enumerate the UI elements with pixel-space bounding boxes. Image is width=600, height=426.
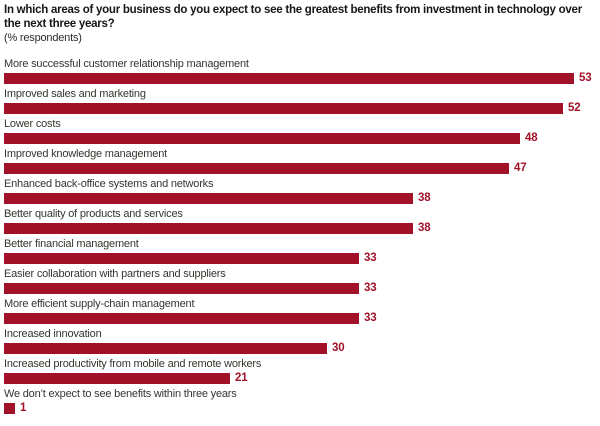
- bar-row: Increased innovation 30: [4, 328, 596, 358]
- bar-value: 30: [332, 342, 345, 354]
- bar-row: Easier collaboration with partners and s…: [4, 268, 596, 298]
- bar-line: 48: [4, 132, 596, 144]
- bar-row: Improved knowledge management 47: [4, 148, 596, 178]
- bar-value: 52: [568, 102, 581, 114]
- bar-value: 47: [514, 162, 527, 174]
- bar: [4, 373, 230, 384]
- category-label: Easier collaboration with partners and s…: [4, 268, 226, 280]
- category-label: Better financial management: [4, 238, 139, 250]
- bar-value: 21: [235, 372, 248, 384]
- bar: [4, 283, 359, 294]
- bar: [4, 163, 509, 174]
- bar-row: Better quality of products and services 3…: [4, 208, 596, 238]
- bar-value: 33: [364, 282, 377, 294]
- bar-value: 38: [418, 192, 431, 204]
- bar-line: 33: [4, 312, 596, 324]
- category-label: More successful customer relationship ma…: [4, 58, 249, 70]
- bar: [4, 313, 359, 324]
- bar-line: 38: [4, 222, 596, 234]
- bar-line: 47: [4, 162, 596, 174]
- bar-row: Increased productivity from mobile and r…: [4, 358, 596, 388]
- bar: [4, 343, 327, 354]
- bar-row: Better financial management 33: [4, 238, 596, 268]
- bar-value: 53: [579, 72, 592, 84]
- category-label: Enhanced back-office systems and network…: [4, 178, 214, 190]
- category-label: More efficient supply-chain management: [4, 298, 195, 310]
- category-label: Improved sales and marketing: [4, 88, 146, 100]
- bar-row: We don’t expect to see benefits within t…: [4, 388, 596, 418]
- bar-line: 21: [4, 372, 596, 384]
- bar-value: 33: [364, 252, 377, 264]
- bar-line: 52: [4, 102, 596, 114]
- category-label: Increased productivity from mobile and r…: [4, 358, 262, 370]
- bar-line: 1: [4, 402, 596, 414]
- bar-row: Improved sales and marketing 52: [4, 88, 596, 118]
- chart-subtitle: (% respondents): [4, 32, 82, 44]
- bar: [4, 73, 574, 84]
- bar-row: Enhanced back-office systems and network…: [4, 178, 596, 208]
- bar-value: 48: [525, 132, 538, 144]
- category-label: Lower costs: [4, 118, 61, 130]
- bar: [4, 103, 563, 114]
- bar-line: 33: [4, 282, 596, 294]
- bar: [4, 133, 520, 144]
- bar-line: 53: [4, 72, 596, 84]
- bar-line: 33: [4, 252, 596, 264]
- bar-value: 33: [364, 312, 377, 324]
- bar: [4, 253, 359, 264]
- bar-row: More successful customer relationship ma…: [4, 58, 596, 88]
- category-label: Improved knowledge management: [4, 148, 167, 160]
- bar-rows: More successful customer relationship ma…: [4, 58, 596, 418]
- bar: [4, 193, 413, 204]
- bar-value: 38: [418, 222, 431, 234]
- category-label: Increased innovation: [4, 328, 102, 340]
- bar-line: 30: [4, 342, 596, 354]
- chart-title: In which areas of your business do you e…: [4, 4, 582, 30]
- bar-value: 1: [20, 402, 27, 414]
- bar: [4, 223, 413, 234]
- bar: [4, 403, 15, 414]
- bar-row: More efficient supply-chain management 33: [4, 298, 596, 328]
- bar-row: Lower costs 48: [4, 118, 596, 148]
- bar-line: 38: [4, 192, 596, 204]
- category-label: Better quality of products and services: [4, 208, 183, 220]
- category-label: We don’t expect to see benefits within t…: [4, 388, 237, 400]
